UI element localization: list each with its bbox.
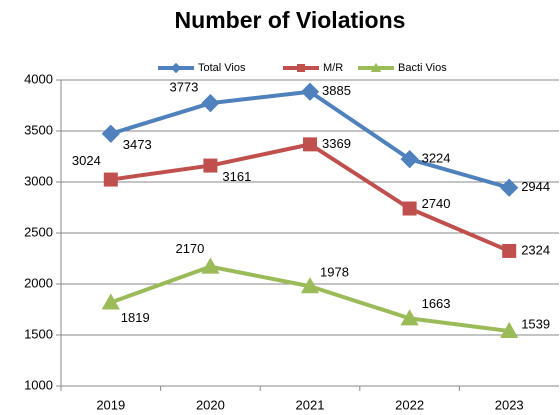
data-label: 3473 — [123, 137, 152, 152]
x-tick-label: 2020 — [196, 397, 225, 412]
data-label: 2170 — [175, 241, 204, 256]
x-tick-label: 2021 — [296, 397, 325, 412]
data-label: 1539 — [521, 316, 550, 331]
legend-text: M/R — [323, 62, 343, 74]
y-tick-label: 3500 — [24, 122, 53, 137]
chart-title: Number of Violations — [175, 7, 406, 33]
data-point — [500, 321, 519, 339]
x-tick-label: 2023 — [495, 397, 524, 412]
data-point — [400, 309, 419, 326]
data-point — [500, 178, 519, 197]
y-tick-label: 4000 — [24, 71, 53, 86]
data-point — [303, 137, 317, 152]
data-point — [103, 172, 118, 187]
x-tick-label: 2019 — [96, 397, 125, 412]
data-point — [201, 257, 220, 274]
data-point — [402, 201, 417, 216]
data-label: 3369 — [322, 136, 351, 151]
data-label: 2944 — [521, 179, 550, 194]
data-point — [101, 293, 120, 310]
data-label: 3024 — [72, 153, 101, 168]
data-point — [400, 150, 419, 169]
data-point — [203, 158, 218, 173]
data-point — [300, 277, 320, 294]
data-label: 3885 — [322, 83, 351, 98]
y-tick-label: 1500 — [24, 326, 53, 341]
data-point — [502, 243, 517, 258]
data-point — [201, 94, 220, 113]
data-label: 3224 — [422, 151, 451, 166]
legend-marker — [370, 62, 382, 72]
legend-marker — [297, 64, 305, 72]
legend-text: Total Vios — [198, 62, 246, 74]
y-tick-label: 3000 — [24, 173, 53, 188]
data-label: 3773 — [169, 80, 198, 95]
y-tick-label: 2000 — [24, 275, 53, 290]
data-label: 1978 — [320, 265, 349, 280]
data-point — [300, 82, 320, 101]
legend-marker — [170, 62, 182, 74]
legend-text: Bacti Vios — [398, 62, 447, 74]
data-label: 3161 — [222, 169, 251, 184]
data-point — [101, 124, 120, 143]
x-tick-label: 2022 — [395, 397, 424, 412]
data-label: 1819 — [121, 310, 150, 325]
data-label: 2324 — [521, 242, 550, 257]
data-label: 1663 — [422, 296, 451, 311]
data-label: 2740 — [422, 196, 451, 211]
y-tick-label: 1000 — [24, 377, 53, 392]
y-tick-label: 2500 — [24, 224, 53, 239]
